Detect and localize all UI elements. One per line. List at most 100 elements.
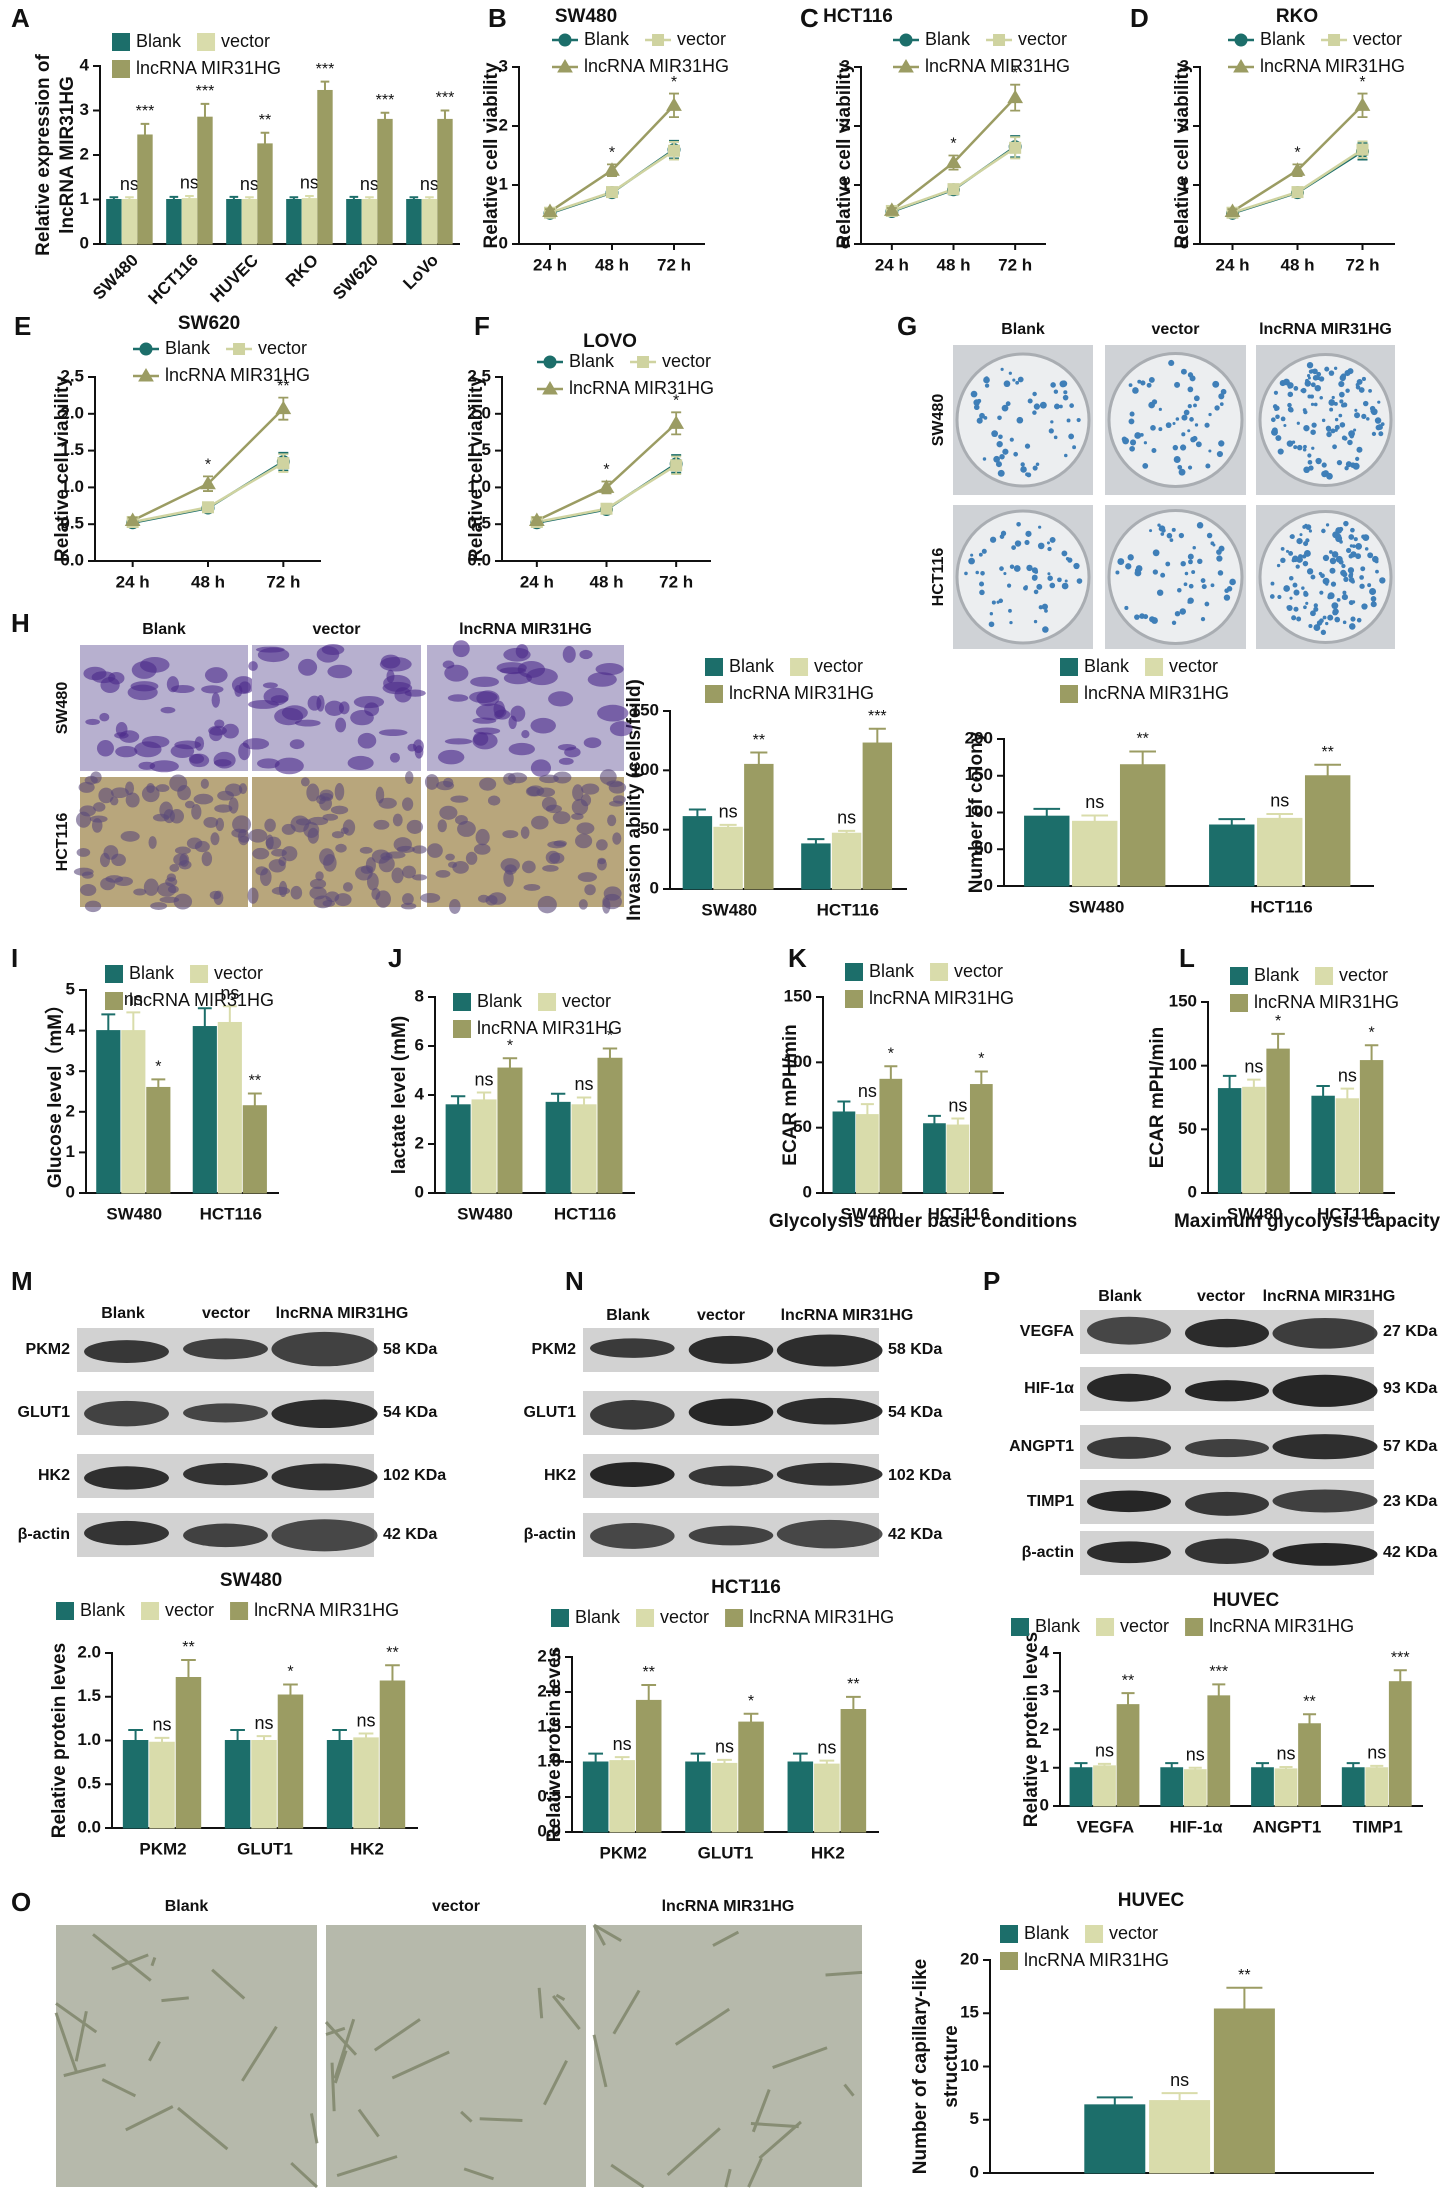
legend-marker (1233, 59, 1249, 73)
bar (346, 199, 362, 245)
colony (977, 398, 982, 403)
legend-label: Blank (1084, 656, 1130, 676)
significance-label: *** (868, 708, 887, 725)
bar (1160, 1767, 1184, 1807)
colony (1184, 571, 1189, 576)
cell (300, 777, 310, 787)
colony (1140, 380, 1146, 386)
colony (1046, 541, 1050, 545)
chart-title: SW620 (178, 313, 240, 334)
blot-band (1185, 1318, 1269, 1348)
significance-label: ** (249, 1073, 261, 1090)
y-tick-label: 1.5 (467, 440, 491, 459)
cell (194, 840, 210, 853)
error-bar (641, 1684, 657, 1701)
error-bar (260, 131, 270, 144)
legend-label: Blank (1035, 1616, 1081, 1636)
cell (584, 884, 596, 896)
y-tick-label: 0 (841, 233, 850, 252)
colony (1180, 444, 1187, 451)
cell (365, 857, 376, 874)
y-tick-label: 100 (1169, 1055, 1197, 1074)
error-bar (1279, 1765, 1293, 1769)
colony (1362, 400, 1369, 407)
cell (242, 738, 270, 750)
colony (1307, 453, 1312, 458)
panel-letter: J (388, 943, 402, 973)
bar (361, 199, 378, 245)
cell (278, 880, 288, 898)
cell (523, 884, 541, 891)
y-tick-label: 50 (640, 819, 659, 838)
error-bar (358, 1732, 374, 1738)
size-label: 102 KDa (888, 1467, 951, 1484)
column-header: Blank (606, 1307, 650, 1324)
blot-band (776, 1397, 883, 1425)
x-tick-label: 24 h (116, 572, 150, 591)
colony (1280, 557, 1286, 563)
blot-band (590, 1462, 675, 1487)
cell (597, 857, 606, 865)
bar (286, 199, 302, 245)
colony (1165, 422, 1172, 429)
cell (609, 721, 633, 737)
colony (1315, 457, 1322, 465)
x-tick-label: 24 h (533, 255, 567, 274)
colony (1349, 433, 1355, 439)
legend-marker (898, 59, 914, 73)
colony (1338, 413, 1343, 418)
colony (1173, 455, 1181, 463)
colony (973, 404, 980, 411)
cell (572, 784, 584, 802)
error-bar (289, 196, 299, 200)
colony (1151, 447, 1157, 453)
y-tick-label: 2 (1040, 1719, 1049, 1738)
significance-label: * (1275, 1013, 1281, 1030)
colony (1031, 575, 1038, 581)
error-bar (151, 1078, 166, 1088)
data-point (606, 186, 618, 199)
bar (840, 1709, 867, 1833)
colony (1367, 552, 1374, 559)
bar (1335, 1098, 1360, 1194)
colony (1050, 382, 1056, 388)
y-tick-label: 50 (793, 1117, 812, 1136)
colony (1283, 423, 1287, 428)
blot-band (1185, 1380, 1269, 1402)
column-header: Blank (1001, 321, 1045, 338)
cell (457, 820, 476, 837)
cell (427, 843, 443, 858)
bar (121, 199, 138, 245)
data-point (202, 501, 214, 514)
legend-label: Blank (575, 1607, 621, 1627)
cell (469, 691, 498, 704)
legend-swatch (845, 963, 863, 981)
y-tick-label: 2.5 (467, 366, 491, 385)
cell (473, 731, 489, 746)
cell (444, 738, 473, 745)
cell (215, 817, 225, 832)
tube-network (592, 1923, 863, 2188)
blot-band (84, 1466, 169, 1490)
cell (289, 739, 305, 750)
column-header: vector (1197, 1288, 1245, 1305)
size-label: 58 KDa (888, 1341, 942, 1358)
colony (1158, 525, 1166, 532)
colony (1374, 417, 1382, 424)
colony (1174, 381, 1181, 388)
colony (1303, 605, 1307, 610)
blot-band (1087, 1541, 1171, 1564)
significance-label: ns (715, 1737, 734, 1757)
bar (969, 1084, 993, 1194)
cell (189, 753, 210, 768)
y-tick-label: 50 (974, 839, 993, 858)
colony (1348, 534, 1355, 540)
bar (1183, 1769, 1207, 1807)
error-bar (951, 1117, 965, 1126)
legend-label: Blank (165, 338, 211, 358)
y-tick-label: 0.0 (77, 1817, 101, 1836)
legend-swatch (1085, 1925, 1104, 1943)
panel-letter: O (11, 1887, 31, 1917)
bar (1304, 775, 1351, 887)
x-tick-label: 24 h (520, 572, 554, 591)
